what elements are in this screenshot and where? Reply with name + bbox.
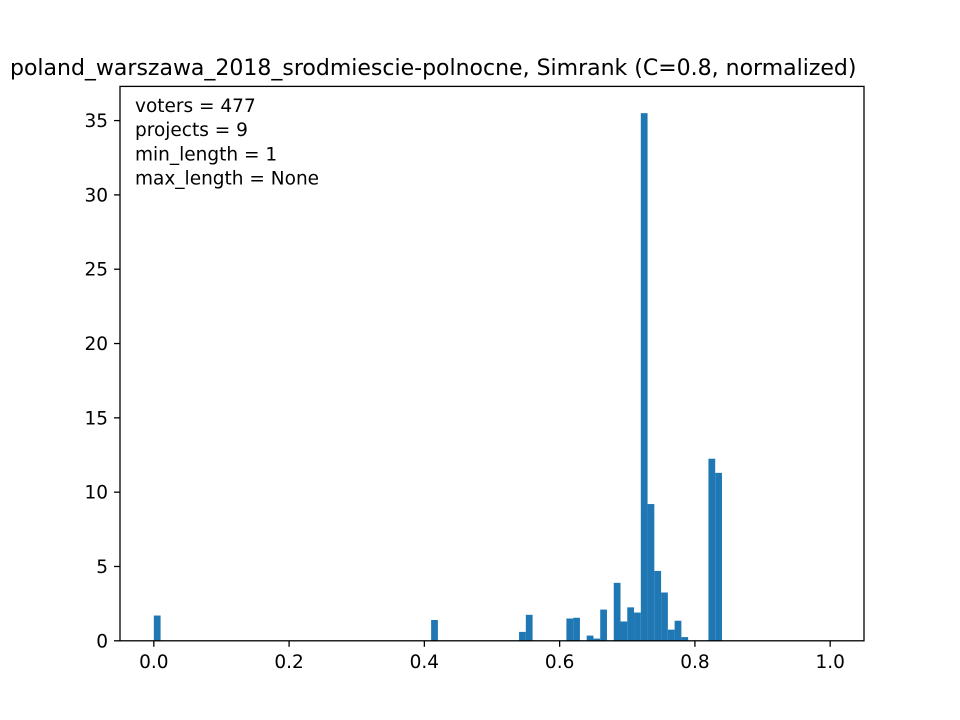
histogram-bar: [667, 629, 675, 641]
histogram-bar: [715, 472, 722, 641]
y-axis: 0 5 10 15 20 25 30 35: [84, 111, 120, 652]
histogram-bar: [586, 635, 594, 641]
histogram-bar: [525, 614, 533, 641]
annotation-line: min_length = 1: [135, 144, 277, 165]
histogram-bar: [431, 619, 438, 641]
x-axis: 0.0 0.2 0.4 0.6 0.8 1.0: [139, 640, 845, 673]
histogram-bar: [654, 570, 662, 641]
y-tick-label: 5: [96, 557, 108, 578]
annotation-line: projects = 9: [135, 120, 248, 141]
histogram-bar: [681, 637, 689, 641]
histogram-bar: [613, 582, 621, 641]
y-tick-label: 25: [84, 260, 108, 281]
histogram-bar: [519, 631, 526, 641]
histogram-bar: [627, 607, 635, 641]
x-tick-label: 0.6: [545, 652, 574, 673]
y-tick-label: 30: [84, 185, 108, 206]
annotation-line: max_length = None: [135, 169, 319, 190]
y-tick-label: 20: [84, 334, 108, 355]
histogram-bar: [593, 638, 601, 641]
histogram-bar: [708, 458, 716, 641]
histogram-bar: [640, 113, 648, 641]
x-tick-label: 0.2: [274, 652, 303, 673]
x-tick-label: 0.4: [410, 652, 439, 673]
annotation-line: voters = 477: [135, 96, 256, 117]
plot-frame: [119, 85, 865, 642]
chart-title: poland_warszawa_2018_srodmiescie-polnocn…: [10, 56, 856, 81]
y-tick-label: 15: [84, 408, 108, 429]
y-tick-label: 35: [84, 111, 108, 132]
histogram-bar: [661, 592, 668, 641]
histogram-bar: [600, 609, 607, 641]
histogram-bar: [573, 617, 580, 641]
histogram-bar: [153, 615, 161, 641]
x-tick-label: 0.0: [139, 652, 168, 673]
histogram-bar: [620, 621, 628, 641]
x-tick-label: 1.0: [815, 652, 844, 673]
y-tick-label: 10: [84, 483, 108, 504]
histogram-bars: [153, 113, 722, 641]
y-tick-label: 0: [96, 631, 108, 652]
stats-annotation: voters = 477 projects = 9 min_length = 1 ma…: [135, 96, 319, 190]
histogram-bar: [566, 618, 574, 641]
histogram-bar: [634, 612, 641, 641]
histogram-bar: [647, 504, 655, 641]
histogram-bar: [674, 620, 682, 641]
x-tick-label: 0.8: [680, 652, 709, 673]
